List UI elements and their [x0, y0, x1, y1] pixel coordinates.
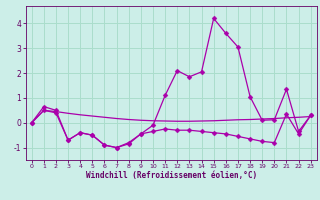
X-axis label: Windchill (Refroidissement éolien,°C): Windchill (Refroidissement éolien,°C)	[86, 171, 257, 180]
